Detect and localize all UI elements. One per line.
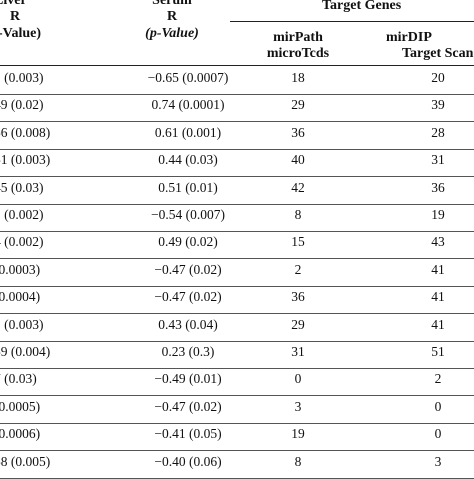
liver-cell: 58 (0.005): [0, 453, 51, 469]
serum-cell: 0.23 (0.3): [161, 344, 215, 359]
serum-header-title: Serum: [152, 0, 192, 8]
mirdip-cell: 31: [431, 152, 445, 168]
serum-cell: 0.49 (0.02): [158, 234, 218, 250]
mirdip-cell: 0: [434, 426, 442, 442]
mirdip-header: mirDIP: [386, 30, 432, 45]
liver-header-title: Liver: [0, 0, 27, 8]
mirpath-cell: 29: [291, 316, 305, 332]
mirpath-cell: 29: [291, 97, 305, 113]
mirpath-cell: 3: [294, 398, 302, 414]
mirdip-cell: 2: [434, 371, 442, 387]
liver-cell: (0.0005): [0, 398, 41, 414]
mirpath-cell: 36: [291, 289, 305, 305]
mirpath-cell: 18: [291, 70, 305, 85]
row-divider: [0, 121, 474, 123]
serum-cell: −0.40 (0.06): [154, 453, 222, 469]
serum-header-pvalue: (p-Value): [145, 26, 199, 41]
serum-cell: −0.47 (0.02): [154, 261, 222, 277]
serum-cell: 0.61 (0.001): [154, 124, 222, 140]
mirdip-cell: 39: [431, 97, 445, 113]
liver-cell: 7 (0.03): [0, 371, 37, 387]
liver-cell: 59 (0.004): [0, 344, 51, 359]
mirpath-header: mirPath: [273, 30, 323, 45]
row-divider: [0, 230, 474, 232]
mirpath-cell: 15: [291, 234, 305, 250]
row-divider: [0, 148, 474, 150]
row-divider: [0, 450, 474, 452]
row-divider: [0, 93, 474, 95]
mirdip-cell: 43: [431, 234, 445, 250]
row-divider: [0, 203, 474, 205]
mirdip-cell: 0: [434, 398, 442, 414]
serum-cell: 0.51 (0.01): [158, 179, 218, 195]
row-divider: [0, 367, 474, 369]
liver-cell: 1 (0.003): [0, 316, 44, 332]
target-genes-rule: [230, 21, 474, 22]
liver-cell: (0.0004): [0, 289, 41, 305]
row-divider: [0, 422, 474, 424]
row-divider: [0, 313, 474, 315]
serum-cell: −0.49 (0.01): [154, 371, 222, 387]
row-divider: [0, 340, 474, 342]
row-divider: [0, 477, 474, 479]
serum-cell: 0.74 (0.0001): [151, 97, 225, 113]
microtcds-header: microTcds: [266, 46, 330, 61]
liver-cell: (0.0003): [0, 261, 41, 277]
liver-cell: 2 (0.002): [0, 207, 44, 222]
mirdip-cell: 41: [431, 261, 445, 277]
row-divider: [0, 395, 474, 397]
mirdip-cell: 36: [431, 179, 445, 195]
mirpath-cell: 42: [291, 179, 305, 195]
liver-cell: (0.0006): [0, 426, 41, 442]
header-bottom-rule: [0, 65, 474, 66]
mirdip-cell: 41: [431, 316, 445, 332]
serum-cell: −0.65 (0.0007): [147, 70, 229, 85]
mirdip-cell: 28: [431, 124, 445, 140]
mirdip-cell: 3: [434, 453, 442, 469]
mirpath-cell: 8: [294, 207, 302, 222]
liver-cell: 56 (0.008): [0, 124, 51, 140]
mirdip-cell: 41: [431, 289, 445, 305]
serum-cell: 0.43 (0.04): [158, 316, 218, 332]
mirdip-cell: 20: [431, 70, 445, 85]
row-divider: [0, 285, 474, 287]
serum-cell: −0.41 (0.05): [154, 426, 222, 442]
liver-cell: 1 (0.003): [0, 70, 44, 85]
mirpath-cell: 40: [291, 152, 305, 168]
mirpath-cell: 31: [291, 344, 305, 359]
mirpath-cell: 36: [291, 124, 305, 140]
mirpath-cell: 19: [291, 426, 305, 442]
liver-cell: 4 (0.002): [0, 234, 44, 250]
liver-cell: 49 (0.02): [0, 97, 44, 113]
mirdip-cell: 19: [431, 207, 445, 222]
mirpath-cell: 0: [294, 371, 302, 387]
serum-header-r: R: [166, 9, 178, 24]
liver-header-pvalue: -Value): [0, 26, 42, 41]
target-genes-header: Target Genes: [322, 0, 402, 13]
liver-header-r: R: [10, 9, 21, 24]
serum-cell: 0.44 (0.03): [158, 152, 218, 168]
serum-cell: −0.47 (0.02): [154, 289, 222, 305]
serum-cell: −0.54 (0.007): [151, 207, 225, 222]
row-divider: [0, 258, 474, 260]
mirpath-cell: 2: [294, 261, 302, 277]
serum-cell: −0.47 (0.02): [154, 398, 222, 414]
targetscan-header: Target Scan: [402, 46, 474, 61]
liver-cell: 51 (0.003): [0, 152, 51, 168]
mirdip-cell: 51: [431, 344, 445, 359]
liver-cell: 45 (0.03): [0, 179, 44, 195]
mirpath-cell: 8: [294, 453, 302, 469]
row-divider: [0, 176, 474, 178]
